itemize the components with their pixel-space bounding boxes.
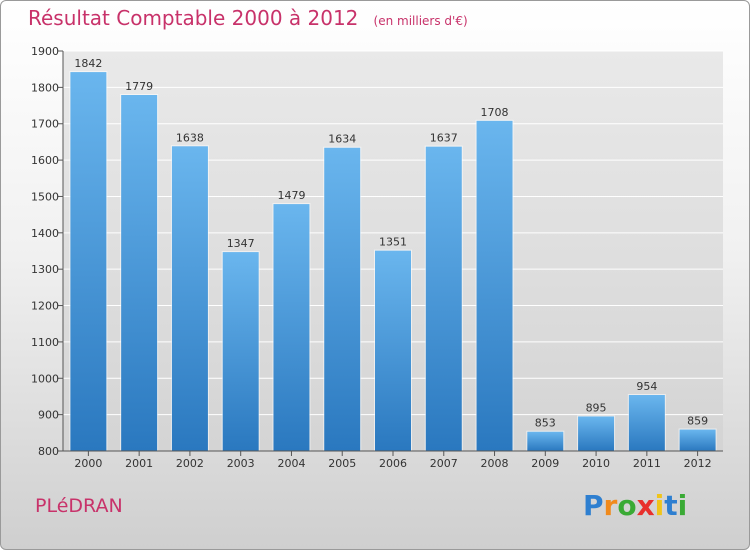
bar — [375, 250, 411, 451]
chart-title: Résultat Comptable 2000 à 2012 — [28, 6, 359, 30]
y-tick-label: 1900 — [31, 45, 59, 58]
bar — [679, 429, 716, 451]
logo-letter: P — [583, 489, 604, 522]
data-label: 1638 — [176, 131, 204, 144]
bar — [527, 431, 564, 451]
y-tick-label: 1000 — [31, 372, 59, 385]
data-label: 1479 — [277, 189, 305, 202]
data-label: 1637 — [430, 132, 458, 145]
x-tick-label: 2001 — [125, 457, 153, 470]
y-tick-label: 900 — [38, 409, 59, 422]
y-tick-label: 1300 — [31, 263, 59, 276]
logo-letter: t — [664, 489, 678, 522]
x-tick-label: 2002 — [176, 457, 204, 470]
logo-letter: r — [603, 489, 618, 522]
x-tick-label: 2007 — [430, 457, 458, 470]
proxiti-logo: Proxiti — [583, 489, 687, 522]
logo-letter: x — [636, 489, 655, 522]
logo-letter: i — [654, 489, 665, 522]
data-label: 1842 — [74, 57, 102, 70]
logo-letter: o — [617, 489, 637, 522]
y-tick-label: 1400 — [31, 227, 59, 240]
x-tick-label: 2010 — [582, 457, 610, 470]
data-label: 895 — [586, 401, 607, 414]
data-label: 1634 — [328, 133, 356, 146]
data-label: 859 — [687, 415, 708, 428]
bar — [476, 120, 513, 452]
bar — [70, 72, 107, 451]
bar — [222, 252, 259, 451]
x-tick-label: 2008 — [481, 457, 509, 470]
data-label: 853 — [535, 417, 556, 430]
chart-title-block: Résultat Comptable 2000 à 2012 (en milli… — [28, 6, 468, 30]
x-tick-label: 2012 — [684, 457, 712, 470]
x-tick-label: 2009 — [531, 457, 559, 470]
y-tick-label: 1500 — [31, 190, 59, 203]
data-label: 1779 — [125, 80, 153, 93]
data-label: 1351 — [379, 236, 407, 249]
bar — [578, 416, 615, 451]
bar — [273, 204, 310, 451]
y-tick-label: 1100 — [31, 336, 59, 349]
bar — [324, 147, 361, 451]
city-name: PLéDRAN — [35, 495, 123, 517]
x-tick-label: 2011 — [633, 457, 661, 470]
data-label: 954 — [636, 380, 657, 393]
bar — [121, 95, 158, 451]
x-tick-label: 2000 — [74, 457, 102, 470]
y-tick-label: 1600 — [31, 154, 59, 167]
y-tick-label: 1800 — [31, 81, 59, 94]
x-tick-label: 2004 — [277, 457, 305, 470]
bar — [171, 146, 208, 452]
y-tick-label: 1200 — [31, 300, 59, 313]
bar — [628, 395, 665, 451]
logo-letter: i — [677, 489, 688, 522]
chart-unit: (en milliers d'€) — [373, 14, 468, 28]
bar — [425, 146, 462, 452]
y-tick-label: 1700 — [31, 118, 59, 131]
x-tick-label: 2006 — [379, 457, 407, 470]
data-label: 1347 — [227, 237, 255, 250]
x-tick-label: 2003 — [227, 457, 255, 470]
x-tick-label: 2005 — [328, 457, 356, 470]
y-tick-label: 800 — [38, 445, 59, 458]
data-label: 1708 — [481, 106, 509, 119]
